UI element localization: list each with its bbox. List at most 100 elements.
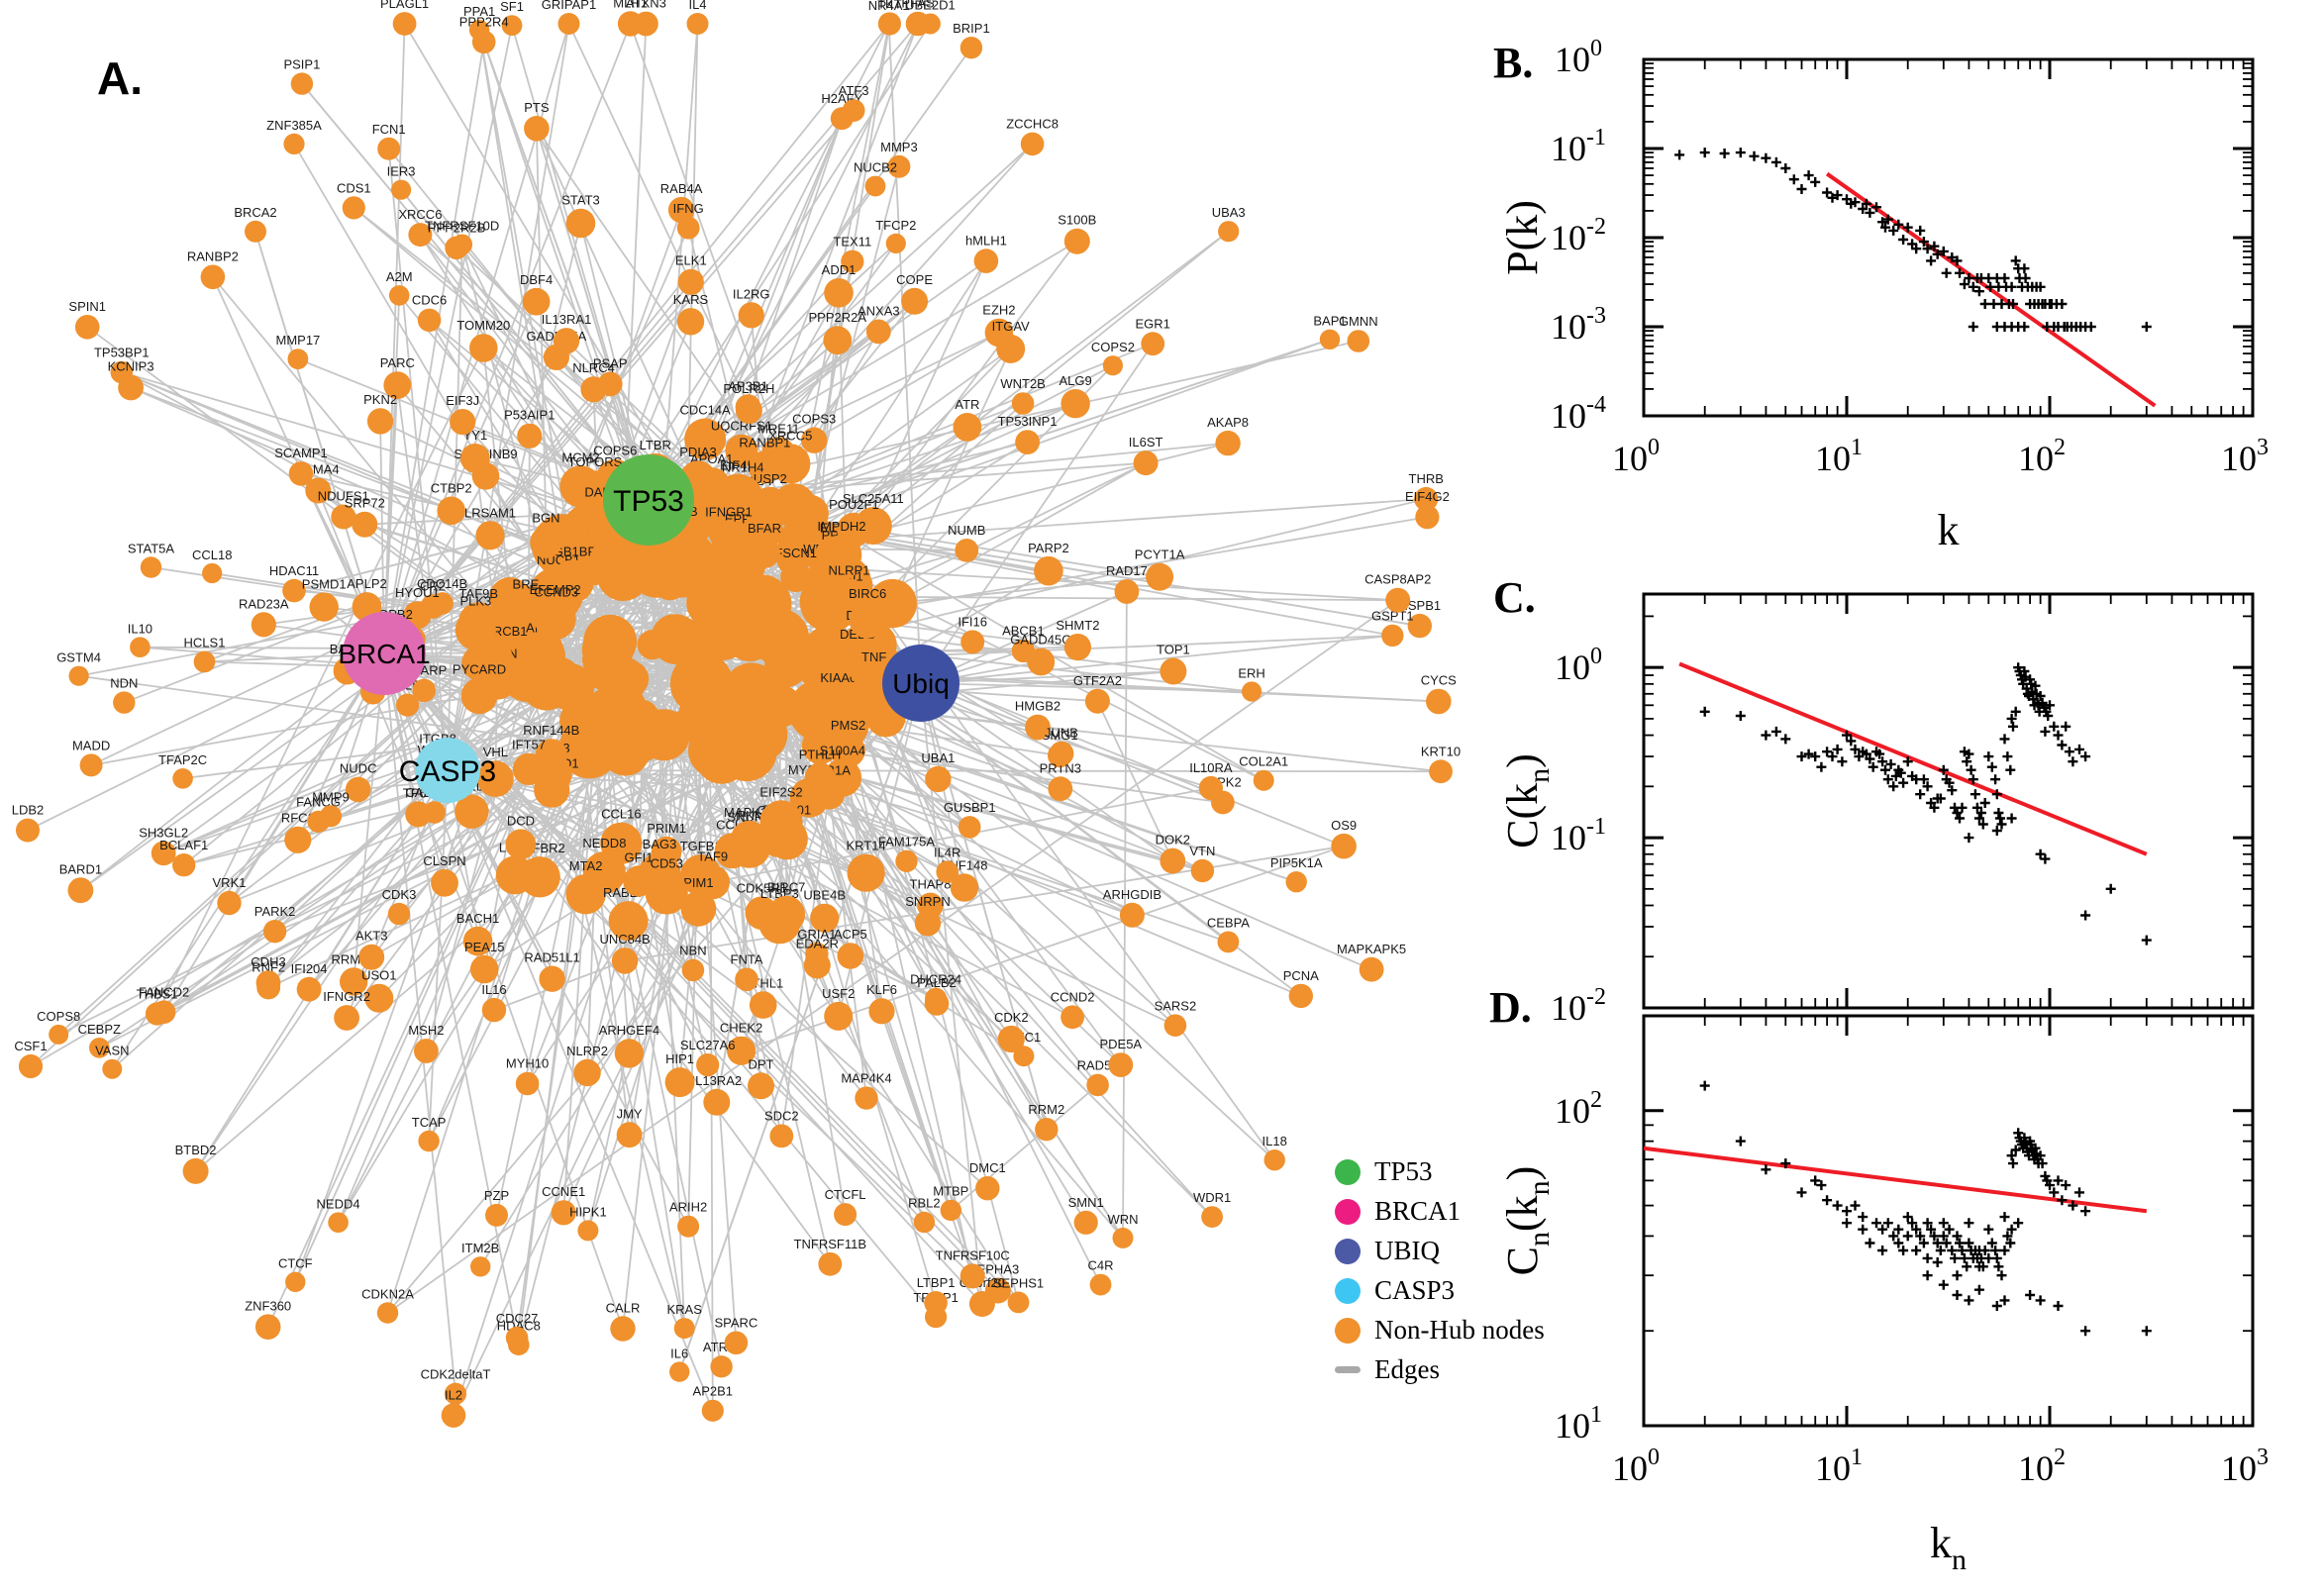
- network-edge: [273, 769, 449, 933]
- legend-item-ubiq: UBIQ: [1335, 1236, 1563, 1266]
- network-node-THBS1: THBS1: [137, 986, 178, 1026]
- network-node-PARP2: PARP2: [1028, 541, 1069, 586]
- gene-node-label: BCLAF1: [159, 838, 208, 852]
- gene-node-label: AP2B1: [693, 1384, 733, 1399]
- network-node-PRTN3: PRTN3: [1040, 760, 1081, 802]
- network-node-TEX11: TEX11: [833, 235, 871, 273]
- gene-node-label: FSCN1: [774, 546, 817, 560]
- network-node-ARHGEF4: ARHGEF4: [599, 1023, 659, 1068]
- gene-node-circle: [924, 1291, 948, 1315]
- gene-node-circle: [140, 556, 162, 578]
- network-node-NUCB2: NUCB2: [854, 160, 897, 197]
- gene-node-circle: [172, 853, 196, 877]
- gene-node-label: PPP2R4: [459, 15, 509, 30]
- network-node: [681, 703, 721, 743]
- gene-node-circle: [1011, 392, 1035, 415]
- gene-node-label: UNC84B: [599, 932, 650, 947]
- gene-node-circle: [960, 1263, 985, 1289]
- network-node-BIRC6: BIRC6: [849, 586, 886, 639]
- gene-node-label: FCN1: [372, 122, 406, 137]
- network-node-COPS3: COPS3: [792, 412, 836, 453]
- network-node-PSMD1: PSMD1: [302, 576, 347, 622]
- gene-node-label: UQCRFS1: [711, 419, 772, 434]
- gene-node-circle: [824, 1001, 854, 1031]
- network-node-PKN2: PKN2: [363, 392, 397, 435]
- gene-node-circle: [16, 818, 40, 843]
- network-edge: [121, 371, 563, 551]
- network-node-EIF4G2: EIF4G2: [1405, 489, 1450, 530]
- gene-node-label: ARHGDIB: [1103, 887, 1162, 902]
- gene-node-circle: [1381, 624, 1404, 648]
- gene-node-label: CEBPZ: [78, 1022, 121, 1037]
- gene-node-circle: [960, 37, 983, 59]
- gene-node-circle: [1201, 1206, 1223, 1228]
- network-node-NDN: NDN: [110, 676, 138, 714]
- network-node-VTN: VTN: [1189, 844, 1215, 883]
- network-edge: [447, 769, 714, 1412]
- gene-node-label: COL2A1: [1239, 754, 1288, 769]
- gene-node-circle: [614, 1039, 645, 1068]
- gene-node-circle: [1084, 688, 1110, 714]
- gene-node-circle: [364, 983, 394, 1013]
- gene-node-label: PTHLH: [799, 747, 842, 761]
- network-node-MMP9: MMP9: [312, 789, 350, 828]
- gene-node-circle: [801, 427, 828, 453]
- network-node-HCLS1: HCLS1: [184, 636, 225, 673]
- gene-node-label: PIP5K1A: [1270, 855, 1323, 870]
- gene-node-label: SH3GL2: [139, 825, 188, 840]
- gene-node-circle: [551, 1200, 576, 1226]
- gene-node-label: RBL2: [908, 1196, 941, 1211]
- network-node-UBE2D1: UBE2D1: [905, 0, 956, 35]
- gene-node-label: RANBP2: [187, 249, 239, 264]
- network-node-IL4R: IL4R: [934, 845, 960, 883]
- network-edge: [383, 652, 762, 1087]
- network-node-PIP5K1A: PIP5K1A: [1270, 855, 1323, 893]
- gene-node-circle: [950, 873, 979, 902]
- network-edge: [604, 670, 970, 829]
- gene-node-circle: [713, 520, 745, 550]
- network-node-TP53BP1: TP53BP1: [94, 346, 150, 384]
- network-node-PPP2R4: PPP2R4: [459, 15, 509, 54]
- network-node-WRN: WRN: [1107, 1212, 1139, 1248]
- network-node-VRK1: VRK1: [213, 875, 246, 916]
- network-node-AKAP8: AKAP8: [1207, 415, 1249, 456]
- network-node-KCNIP3: KCNIP3: [108, 359, 154, 401]
- network-node-SF1: SF1: [500, 0, 524, 36]
- gene-node-label: C4R: [1087, 1258, 1113, 1273]
- plot-frame: [1642, 1014, 2255, 1428]
- legend-dot-icon: [1335, 1277, 1361, 1304]
- gene-node-label: KCNIP3: [108, 359, 154, 374]
- gene-node-circle: [1108, 1052, 1134, 1077]
- gene-node-label: SF1: [500, 0, 524, 14]
- gene-node-label: IER3: [387, 164, 416, 179]
- gene-node-circle: [738, 302, 764, 329]
- gene-node-circle: [414, 1039, 439, 1063]
- network-node-RAD50: RAD50: [1077, 1058, 1119, 1097]
- gene-node-label: TFAP2C: [158, 752, 207, 767]
- network-node-IL10RA: IL10RA: [1189, 760, 1233, 801]
- gene-node-circle: [217, 890, 242, 916]
- gene-node-circle: [769, 1124, 794, 1148]
- network-node-BCLAF1: BCLAF1: [159, 838, 208, 877]
- gene-node-label: PSAP: [593, 356, 628, 371]
- gene-node-circle: [1163, 1014, 1187, 1037]
- gene-node-label: IL6ST: [1129, 435, 1163, 449]
- gene-node-circle: [1263, 1149, 1285, 1171]
- network-node: [653, 566, 687, 601]
- network-node-CEBPZ: CEBPZ: [78, 1022, 121, 1058]
- network-node-LTBP1: LTBP1: [917, 1275, 955, 1315]
- gene-node-circle: [376, 1302, 399, 1324]
- gene-node-circle: [193, 650, 216, 673]
- network-node-TP63: TP63: [403, 785, 434, 828]
- gene-node-label: RAD23A: [239, 596, 289, 611]
- tick-label: 100: [1612, 435, 1660, 478]
- gene-node-label: IL6: [670, 1346, 688, 1360]
- network-node-CDC27: CDC27: [496, 1311, 538, 1349]
- network-node-ELK1: ELK1: [675, 253, 707, 295]
- gene-node-label: CTBP2: [431, 481, 472, 496]
- network-node-PTHLH: PTHLH: [799, 747, 842, 794]
- gene-node-label: MADD: [72, 738, 110, 752]
- tick-label: 101: [1815, 435, 1863, 478]
- gene-node-label: MMP3: [880, 140, 918, 154]
- gene-node-label: SMN1: [1068, 1195, 1104, 1210]
